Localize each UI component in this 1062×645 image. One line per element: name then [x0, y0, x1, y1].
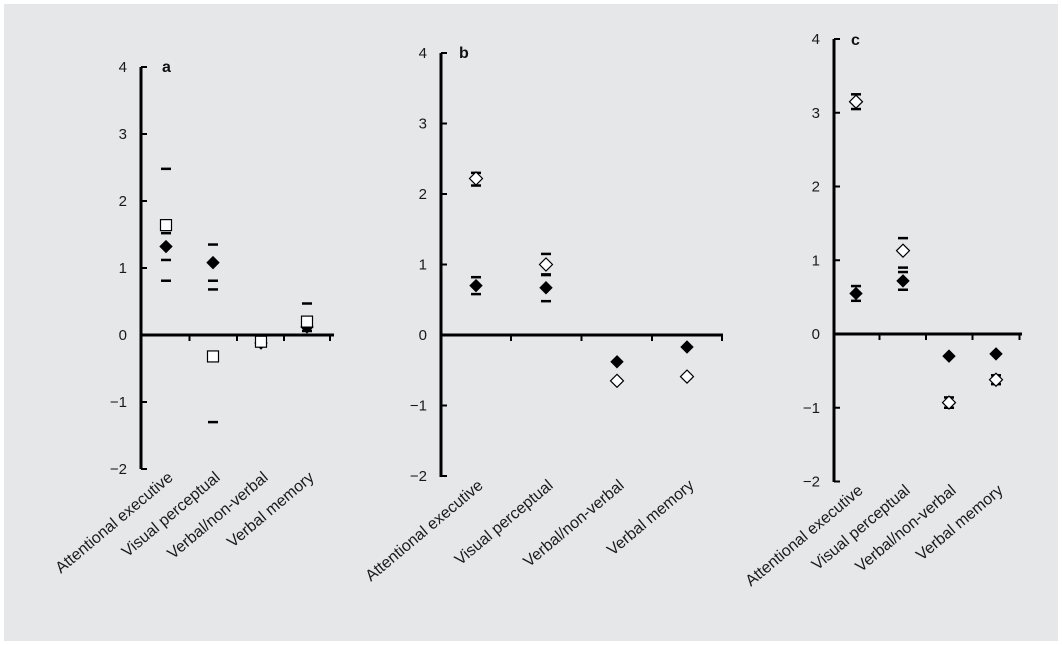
data-point — [679, 369, 695, 384]
y-tick-label: −2 — [410, 468, 427, 485]
y-tick-label: −2 — [803, 474, 820, 491]
y-tick-label: −1 — [110, 394, 127, 411]
y-tick-label: −2 — [110, 461, 127, 478]
y-tick-label: 4 — [419, 45, 427, 62]
data-point — [206, 350, 220, 363]
x-category-label: Verbal memory — [913, 482, 1006, 564]
data-point — [848, 94, 864, 110]
data-point — [680, 340, 694, 354]
y-tick-label: −1 — [803, 400, 820, 417]
data-point — [159, 219, 173, 232]
data-point — [609, 373, 625, 389]
data-point — [941, 395, 957, 410]
y-tick-label: 2 — [812, 179, 820, 196]
panel-letter-b: b — [459, 45, 469, 62]
data-point — [896, 274, 910, 288]
y-tick-label: 2 — [419, 186, 427, 203]
y-tick-label: 0 — [812, 326, 820, 343]
data-point — [988, 372, 1004, 388]
y-tick-label: 3 — [812, 105, 820, 122]
data-point — [538, 257, 554, 272]
data-point — [610, 355, 624, 369]
data-point — [895, 243, 911, 259]
data-point — [159, 239, 173, 254]
y-tick-label: 0 — [419, 327, 427, 344]
y-tick-label: 0 — [119, 327, 127, 344]
y-tick-label: 1 — [812, 252, 820, 269]
data-point — [300, 315, 314, 328]
panel-letter-c: c — [851, 32, 860, 49]
data-point — [468, 171, 484, 186]
data-point — [989, 347, 1003, 361]
data-point — [469, 278, 483, 293]
data-point — [254, 335, 268, 348]
y-tick-label: −1 — [410, 398, 427, 415]
data-point — [849, 286, 863, 301]
y-tick-label: 1 — [119, 260, 127, 277]
data-point — [539, 281, 553, 295]
figure-background: 4 3 2 1 0 −1 −2 a Attentional executive Visual pe… — [4, 4, 1058, 641]
y-tick-label: 4 — [812, 31, 820, 48]
y-tick-label: 3 — [419, 116, 427, 133]
y-tick-label: 4 — [119, 59, 127, 76]
data-point — [942, 349, 956, 363]
data-point — [206, 255, 220, 270]
y-tick-label: 2 — [119, 193, 127, 210]
y-tick-label: 3 — [119, 126, 127, 143]
y-tick-label: 1 — [419, 257, 427, 274]
x-category-label: Attentional executive — [363, 477, 487, 585]
panel-letter-a: a — [162, 59, 171, 76]
